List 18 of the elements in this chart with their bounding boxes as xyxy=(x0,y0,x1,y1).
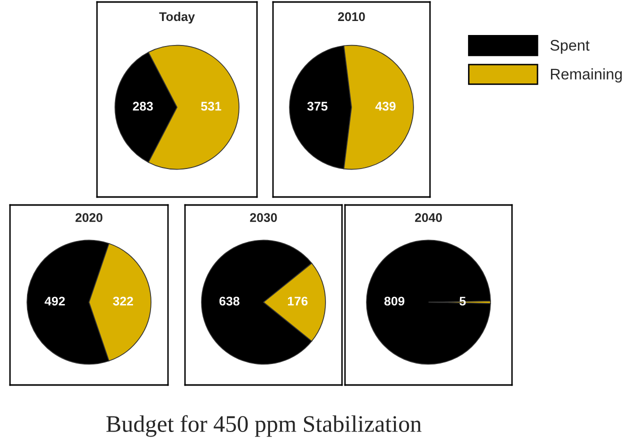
legend-label: Remaining xyxy=(550,68,622,83)
text: Budget for 450 ppm Stabilization xyxy=(106,415,422,437)
data-label: 176 xyxy=(288,296,308,306)
data-label: 322 xyxy=(112,296,134,306)
chart-title: Today xyxy=(159,12,195,24)
data-label: 638 xyxy=(219,296,240,306)
data-label: 283 xyxy=(132,102,153,111)
data-label: 809 xyxy=(384,296,404,306)
chart-title: 2040 xyxy=(415,213,442,222)
chart-title: 2020 xyxy=(76,213,102,222)
data-label: 439 xyxy=(375,102,396,111)
data-label: 492 xyxy=(44,296,65,306)
data-label: 531 xyxy=(201,102,222,111)
chart-title: 2030 xyxy=(250,213,277,222)
pie-slice xyxy=(366,240,491,365)
legend-label: Spent xyxy=(550,40,590,54)
chart-title: 2010 xyxy=(338,12,365,22)
data-label: 375 xyxy=(307,102,328,111)
